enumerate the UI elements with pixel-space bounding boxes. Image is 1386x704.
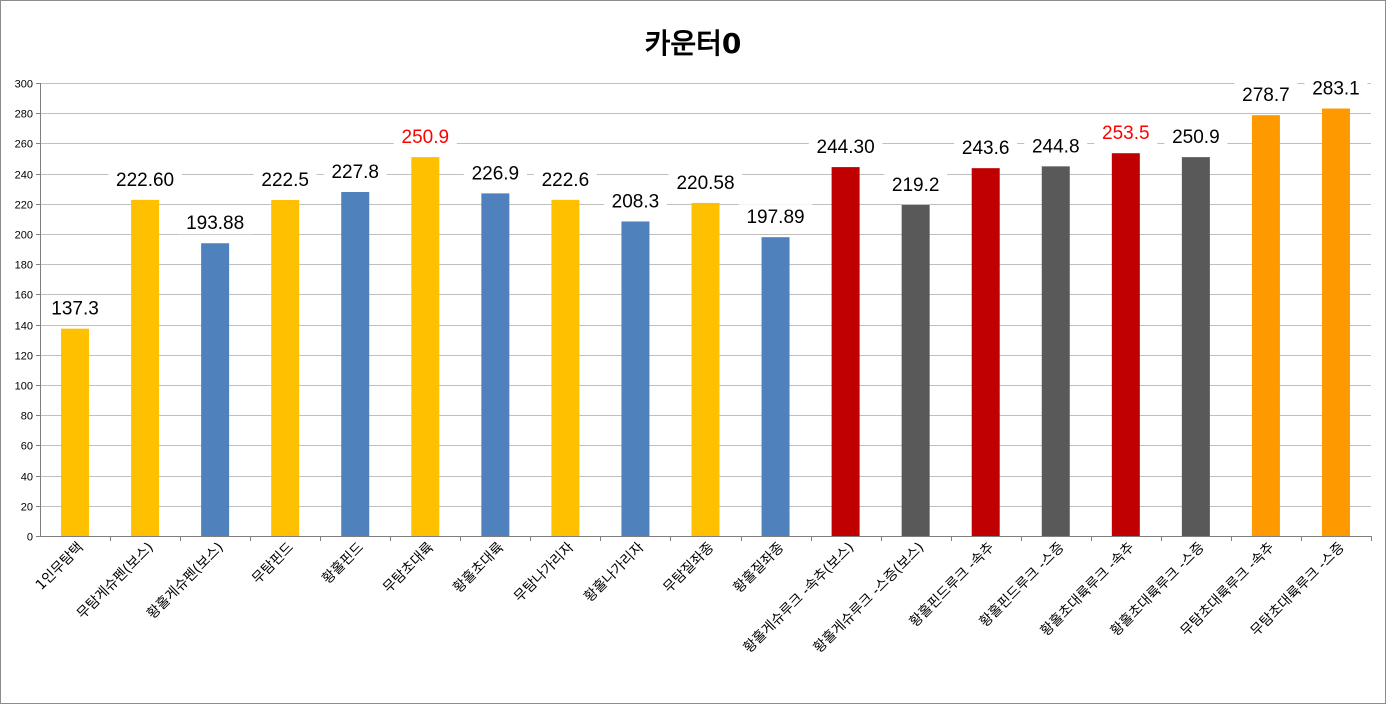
bar — [831, 167, 860, 536]
data-label-background — [1234, 82, 1298, 107]
bar — [271, 200, 300, 536]
data-label: 222.60 — [116, 170, 174, 191]
y-tick-label: 120 — [15, 351, 33, 363]
bar — [761, 237, 790, 536]
y-tick-label: 0 — [27, 532, 33, 544]
data-label: 227.8 — [331, 162, 379, 183]
y-axis-ticks: 0 20 40 60 80 100 120 140 160 180 200 220 240 260 280 3… — [15, 79, 40, 544]
data-label: 137.3 — [51, 299, 99, 320]
data-label-background — [43, 295, 107, 320]
y-tick-label: 140 — [15, 321, 33, 333]
data-label: 278.7 — [1242, 85, 1290, 106]
x-tick-label: 무탐초대륙 — [380, 539, 437, 596]
data-label-background — [1024, 133, 1088, 158]
bars — [61, 108, 1350, 537]
bar — [901, 205, 930, 536]
axes — [40, 83, 1371, 537]
bar — [61, 328, 90, 536]
x-tick-label: 황홀나가리자 — [581, 539, 647, 605]
bar — [1321, 108, 1350, 537]
data-label: 250.9 — [1172, 127, 1220, 148]
bar — [971, 168, 1000, 536]
data-labels: 137.3 222.60 193.88 222.5 227.8 250.9 226.9 222… — [43, 75, 1368, 320]
data-label: 222.5 — [261, 170, 309, 191]
x-tick-label: 황홀핀드 — [319, 539, 367, 587]
bar — [621, 221, 650, 537]
data-label-background — [323, 159, 387, 184]
bar — [1111, 153, 1140, 536]
y-tick-label: 180 — [15, 260, 33, 272]
y-tick-label: 20 — [21, 502, 33, 514]
bar — [411, 157, 440, 537]
data-label-background — [1304, 75, 1368, 100]
data-label-background — [108, 166, 182, 191]
y-tick-label: 260 — [15, 139, 33, 151]
y-tick-label: 220 — [15, 200, 33, 212]
y-tick-label: 100 — [15, 381, 33, 393]
x-tick-label: 무탐나가리자 — [511, 539, 577, 605]
data-label-background — [393, 124, 457, 149]
bar — [481, 193, 510, 537]
y-tick-label: 160 — [15, 290, 33, 302]
data-label: 283.1 — [1312, 79, 1360, 100]
data-label: 197.89 — [746, 207, 804, 228]
data-label: 208.3 — [612, 191, 660, 212]
x-tick-label: 무탐질좌종 — [660, 539, 717, 596]
data-label: 222.6 — [542, 170, 590, 191]
data-label: 226.9 — [472, 163, 520, 184]
data-label: 244.30 — [817, 137, 875, 158]
x-tick-label: 황홀질좌종 — [731, 539, 788, 596]
data-label-background — [1094, 120, 1158, 145]
bar — [1041, 166, 1070, 537]
data-label: 253.5 — [1102, 123, 1150, 144]
y-tick-label: 300 — [15, 79, 33, 91]
data-label: 219.2 — [892, 175, 940, 196]
data-label-background — [533, 166, 597, 191]
data-label: 220.58 — [676, 173, 734, 194]
data-label: 243.6 — [962, 138, 1010, 159]
y-tick-label: 200 — [15, 230, 33, 242]
bar — [131, 199, 160, 536]
data-label-background — [1164, 124, 1228, 149]
bar — [341, 192, 370, 536]
bar — [1251, 115, 1280, 537]
bar — [691, 202, 720, 536]
data-label-background — [954, 135, 1018, 160]
x-tick-label: 무탐핀드 — [249, 539, 297, 587]
data-label-background — [463, 160, 527, 185]
x-tick-label: 황홀초대륙 — [450, 539, 507, 596]
data-label-background — [668, 169, 743, 194]
bar — [201, 243, 230, 536]
data-label-background — [884, 172, 948, 197]
data-label: 244.8 — [1032, 136, 1080, 157]
data-label: 193.88 — [186, 213, 244, 234]
y-tick-label: 60 — [21, 441, 33, 453]
bar — [1181, 157, 1210, 537]
data-label-background — [603, 188, 667, 213]
y-tick-label: 80 — [21, 411, 33, 423]
data-label-background — [738, 204, 813, 229]
x-tick-label: 황홀게슈펜(보스) — [144, 540, 227, 623]
data-label-background — [178, 210, 252, 235]
y-tick-label: 40 — [21, 472, 33, 484]
data-label-background — [808, 134, 883, 159]
chart-title: 카운터0 — [645, 27, 742, 60]
x-tick-label: 1인무탐택 — [33, 540, 87, 594]
y-tick-label: 240 — [15, 170, 33, 182]
data-label: 250.9 — [402, 127, 450, 148]
data-label-background — [253, 167, 317, 192]
bar — [551, 199, 580, 536]
y-tick-label: 280 — [15, 109, 33, 121]
